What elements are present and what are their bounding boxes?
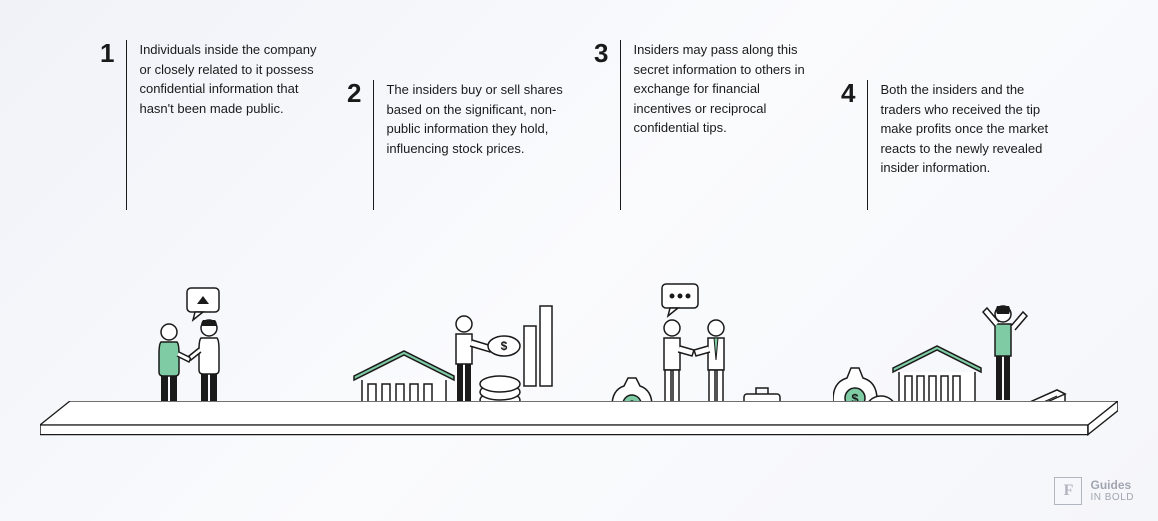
svg-text:$: $ — [501, 339, 508, 353]
logo-line1: Guides — [1090, 479, 1134, 492]
infographic-container: 1 Individuals inside the company or clos… — [0, 0, 1158, 521]
step-text: Individuals inside the company or closel… — [139, 40, 317, 118]
step-text: Insiders may pass along this secret info… — [633, 40, 811, 138]
steps-row: 1 Individuals inside the company or clos… — [100, 40, 1058, 210]
step-text: Both the insiders and the traders who re… — [880, 80, 1058, 178]
step-divider — [126, 40, 127, 210]
step-divider — [620, 40, 621, 210]
step-2: 2 The insiders buy or sell shares based … — [347, 80, 564, 210]
step-1: 1 Individuals inside the company or clos… — [100, 40, 317, 210]
step-divider — [373, 80, 374, 210]
logo-mark: F — [1054, 477, 1082, 505]
step-number: 4 — [841, 80, 855, 106]
step-3: 3 Insiders may pass along this secret in… — [594, 40, 811, 210]
step-number: 2 — [347, 80, 361, 106]
step-number: 1 — [100, 40, 114, 66]
logo-line2: IN BOLD — [1090, 492, 1134, 503]
step-number: 3 — [594, 40, 608, 66]
step-text: The insiders buy or sell shares based on… — [386, 80, 564, 158]
step-4: 4 Both the insiders and the traders who … — [841, 80, 1058, 210]
platform — [40, 401, 1118, 441]
step-divider — [867, 80, 868, 210]
logo-text: Guides IN BOLD — [1090, 479, 1134, 503]
brand-logo: F Guides IN BOLD — [1054, 477, 1134, 505]
